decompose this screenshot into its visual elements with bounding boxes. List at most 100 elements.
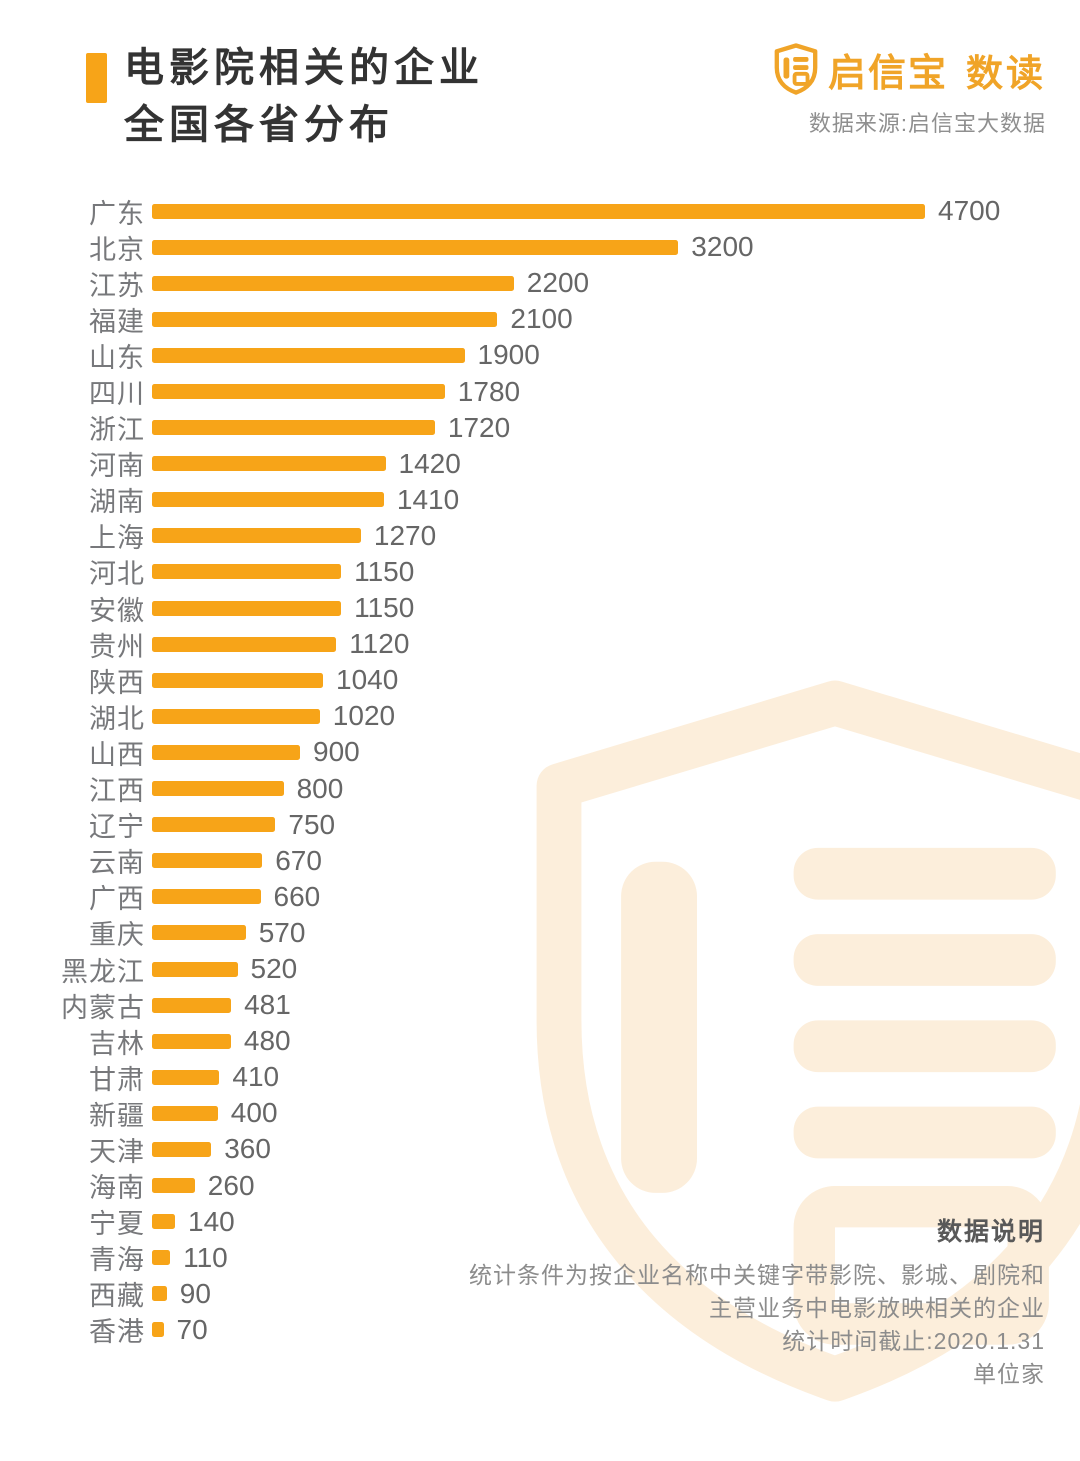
value-label: 1150 [354,592,415,624]
category-label: 黑龙江 [61,956,145,987]
bar-row: 西藏 90 [0,1276,1060,1312]
value-label: 481 [244,989,291,1021]
category-label: 重庆 [89,920,145,951]
value-label: 260 [207,1169,255,1201]
value-label: 750 [288,808,336,840]
bar [152,1105,218,1121]
category-label: 陕西 [89,667,145,698]
notes-heading: 数据说明 [936,1218,1045,1246]
bar-row: 四川 1780 [0,373,1060,410]
notes-line-1: 统计条件为按企业名称中关键字带影院、影城、剧院和 [469,1262,1045,1288]
bar [152,925,246,941]
bar [152,889,261,905]
bar [152,1178,195,1194]
data-notes: 数据说明 统计条件为按企业名称中关键字带影院、影城、剧院和 主营业务中电影放映相… [469,1212,1045,1391]
category-label: 湖南 [89,487,145,518]
category-label: 安徽 [89,595,145,626]
data-source-label: 数据来源:启信宝大数据 [808,111,1046,136]
bar [152,203,925,219]
bar [152,1141,212,1157]
category-label: 吉林 [89,1028,145,1059]
notes-line-4: 单位家 [973,1361,1045,1387]
value-label: 1120 [349,628,410,660]
value-label: 900 [313,736,360,768]
bar [152,1322,164,1338]
bar-row: 云南 670 [0,843,1060,879]
value-label: 70 [176,1313,208,1345]
bar-row: 广西 660 [0,879,1060,915]
bar [152,275,514,291]
bar [152,384,445,400]
value-label: 1720 [447,411,511,443]
bar [152,1069,220,1085]
brand-logo-row: 启信宝 数读 [772,42,1046,97]
bar-row: 福建 2100 [0,301,1060,337]
bar-row: 陕西 1040 [0,662,1060,698]
bar [152,708,320,724]
category-label: 宁夏 [89,1209,145,1240]
bar-row: 内蒙古 481 [0,987,1060,1023]
value-label: 670 [275,844,322,876]
notes-line-3: 统计时间截止:2020.1.31 [782,1328,1045,1354]
brand-block: 启信宝 数读 数据来源:启信宝大数据 [772,42,1046,138]
bar [152,853,263,869]
category-label: 内蒙古 [61,992,145,1023]
bar-chart: 广东 4700 北京 3200 江苏 2200 福建 2100 山东 1900 四川 1780 浙江 17… [0,193,1060,1348]
bar-row: 浙江 1720 [0,410,1060,446]
brand-suffix: 数读 [966,52,1046,94]
value-label: 90 [179,1277,211,1309]
bar-row: 宁夏 140 [0,1204,1060,1240]
bar-row: 北京 3200 [0,229,1060,265]
value-label: 1410 [396,483,460,515]
value-label: 140 [188,1205,235,1237]
bar [152,347,465,363]
category-label: 浙江 [89,415,145,446]
bar [152,492,384,508]
bar-row: 安徽 1150 [0,590,1060,626]
bar-row: 江西 800 [0,771,1060,807]
category-label: 山西 [89,739,145,770]
title-accent-bar [86,53,107,103]
value-label: 800 [296,772,344,804]
bar-row: 辽宁 750 [0,807,1060,843]
bar-row: 湖北 1020 [0,698,1060,734]
value-label: 570 [258,916,306,948]
category-label: 山东 [89,342,145,373]
value-label: 1020 [332,700,396,732]
value-label: 400 [230,1097,278,1129]
value-label: 520 [250,953,298,985]
category-label: 河北 [89,559,145,590]
bar-row: 新疆 400 [0,1095,1060,1131]
bar [152,1214,175,1230]
value-label: 1150 [354,555,415,587]
page-title-line1: 电影院相关的企业 [124,46,484,90]
value-label: 2200 [526,267,590,299]
bar [152,239,679,255]
category-label: 天津 [89,1136,145,1167]
value-label: 4700 [938,195,1001,227]
bar-row: 青海 110 [0,1240,1060,1276]
value-label: 1900 [477,339,540,371]
category-label: 海南 [89,1173,145,1204]
category-label: 江苏 [89,270,145,301]
category-label: 云南 [89,848,145,879]
bar [152,456,386,472]
bar [152,420,435,436]
bar-row: 河南 1420 [0,446,1060,482]
bar [152,672,323,688]
bar-row: 重庆 570 [0,915,1060,951]
category-label: 四川 [89,379,145,410]
bar-row: 河北 1150 [0,554,1060,590]
bar-row: 天津 360 [0,1131,1060,1167]
value-label: 1270 [373,519,437,551]
category-label: 广西 [89,884,145,915]
value-label: 660 [273,880,321,912]
bar [152,997,232,1013]
category-label: 上海 [89,523,145,554]
bar-row: 吉林 480 [0,1023,1060,1059]
bar [152,817,276,833]
bar-row: 甘肃 410 [0,1059,1060,1095]
bar [152,636,337,652]
value-label: 110 [183,1241,228,1273]
